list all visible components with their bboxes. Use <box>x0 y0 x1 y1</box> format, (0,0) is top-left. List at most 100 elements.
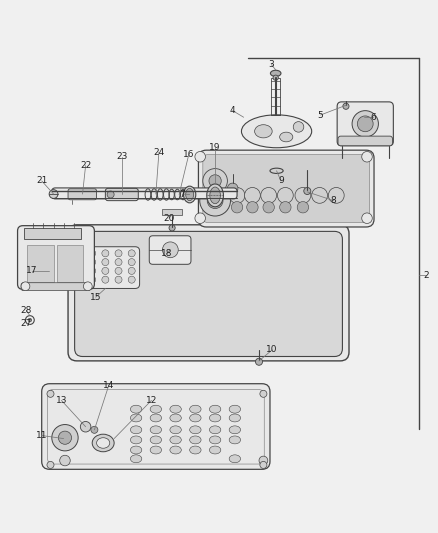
Text: 6: 6 <box>369 113 375 122</box>
Ellipse shape <box>241 290 250 296</box>
Ellipse shape <box>173 260 182 266</box>
Ellipse shape <box>118 347 127 353</box>
Ellipse shape <box>130 405 141 413</box>
Text: 18: 18 <box>161 249 172 258</box>
Circle shape <box>107 191 114 198</box>
Ellipse shape <box>293 251 302 256</box>
Text: 2: 2 <box>422 271 427 280</box>
Circle shape <box>361 213 371 223</box>
Ellipse shape <box>226 260 234 266</box>
Ellipse shape <box>258 347 267 353</box>
Ellipse shape <box>138 300 147 306</box>
Text: 19: 19 <box>209 143 220 152</box>
Ellipse shape <box>191 320 199 326</box>
FancyBboxPatch shape <box>77 236 335 352</box>
Ellipse shape <box>101 251 110 256</box>
Ellipse shape <box>258 329 267 335</box>
Circle shape <box>342 103 348 109</box>
Circle shape <box>49 190 58 198</box>
Ellipse shape <box>130 414 141 422</box>
Ellipse shape <box>130 446 141 454</box>
Text: 16: 16 <box>183 150 194 159</box>
Ellipse shape <box>313 320 322 326</box>
Ellipse shape <box>241 347 250 353</box>
Text: 17: 17 <box>26 266 37 276</box>
Ellipse shape <box>261 339 269 345</box>
Ellipse shape <box>96 438 110 448</box>
Ellipse shape <box>206 290 215 296</box>
Ellipse shape <box>209 426 220 434</box>
Circle shape <box>259 390 266 397</box>
Ellipse shape <box>229 414 240 422</box>
Text: 21: 21 <box>36 176 47 185</box>
Ellipse shape <box>189 414 201 422</box>
Circle shape <box>297 201 308 213</box>
Ellipse shape <box>223 347 232 353</box>
Ellipse shape <box>209 446 220 454</box>
Ellipse shape <box>208 320 217 326</box>
Ellipse shape <box>150 446 161 454</box>
Circle shape <box>88 250 95 257</box>
Ellipse shape <box>136 270 145 276</box>
Ellipse shape <box>208 300 217 306</box>
Ellipse shape <box>206 184 223 207</box>
Ellipse shape <box>229 405 240 413</box>
Ellipse shape <box>243 339 252 345</box>
Circle shape <box>47 462 54 469</box>
Ellipse shape <box>191 300 199 306</box>
Ellipse shape <box>118 270 127 276</box>
Circle shape <box>328 188 343 203</box>
Ellipse shape <box>153 310 162 316</box>
Ellipse shape <box>103 260 112 266</box>
Text: 20: 20 <box>163 214 174 223</box>
Circle shape <box>80 422 91 432</box>
Circle shape <box>52 425 78 451</box>
Ellipse shape <box>171 290 180 296</box>
Ellipse shape <box>85 300 94 306</box>
Ellipse shape <box>118 290 127 296</box>
Ellipse shape <box>276 290 285 296</box>
Ellipse shape <box>208 280 217 286</box>
Ellipse shape <box>189 436 201 444</box>
FancyBboxPatch shape <box>149 236 191 264</box>
Ellipse shape <box>331 339 339 345</box>
Ellipse shape <box>328 270 337 276</box>
Ellipse shape <box>243 260 252 266</box>
Ellipse shape <box>173 339 182 345</box>
Circle shape <box>47 390 54 397</box>
Ellipse shape <box>101 329 110 335</box>
Ellipse shape <box>261 300 269 306</box>
Circle shape <box>202 168 227 193</box>
Text: 4: 4 <box>230 106 235 115</box>
Ellipse shape <box>313 260 322 266</box>
Ellipse shape <box>206 251 215 256</box>
Ellipse shape <box>261 320 269 326</box>
Ellipse shape <box>83 310 92 316</box>
Ellipse shape <box>150 436 161 444</box>
Ellipse shape <box>331 320 339 326</box>
Ellipse shape <box>293 270 302 276</box>
Ellipse shape <box>331 300 339 306</box>
Ellipse shape <box>209 405 220 413</box>
FancyBboxPatch shape <box>52 188 237 199</box>
Ellipse shape <box>130 455 141 463</box>
Ellipse shape <box>209 414 220 422</box>
Ellipse shape <box>261 280 269 286</box>
Ellipse shape <box>293 347 302 353</box>
Ellipse shape <box>130 436 141 444</box>
Ellipse shape <box>153 251 162 256</box>
Ellipse shape <box>276 251 285 256</box>
Circle shape <box>277 188 293 203</box>
Ellipse shape <box>296 260 304 266</box>
Ellipse shape <box>189 426 201 434</box>
Ellipse shape <box>223 329 232 335</box>
Text: 13: 13 <box>56 396 67 405</box>
FancyBboxPatch shape <box>105 188 138 200</box>
Ellipse shape <box>266 240 277 248</box>
Ellipse shape <box>241 310 250 316</box>
Ellipse shape <box>209 240 220 248</box>
Bar <box>24 228 81 239</box>
Ellipse shape <box>138 339 147 345</box>
Circle shape <box>227 183 237 193</box>
FancyBboxPatch shape <box>74 231 342 357</box>
